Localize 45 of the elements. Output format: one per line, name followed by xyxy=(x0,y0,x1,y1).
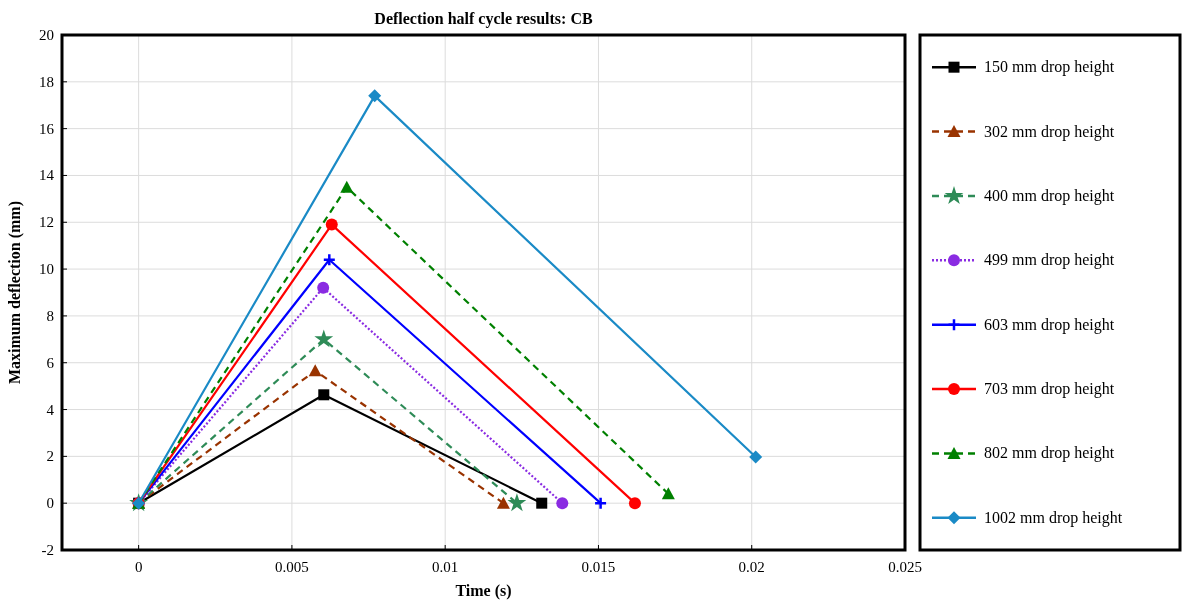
chart-title: Deflection half cycle results: CB xyxy=(374,10,593,28)
y-tick-label: 4 xyxy=(46,401,55,418)
legend-label: 603 mm drop height xyxy=(984,315,1115,334)
y-tick-label: 12 xyxy=(39,214,54,231)
y-tick-label: 20 xyxy=(39,27,54,43)
legend-label: 1002 mm drop height xyxy=(984,508,1123,527)
x-tick-label: 0.015 xyxy=(581,559,616,575)
y-axis-title: Maximum deflection (mm) xyxy=(6,200,24,385)
x-tick-label: 0 xyxy=(134,559,143,575)
legend-label: 302 mm drop height xyxy=(984,122,1115,141)
y-tick-label: 10 xyxy=(39,261,54,278)
y-tick-label: 18 xyxy=(39,73,54,90)
legend-label: 150 mm drop height xyxy=(984,58,1115,77)
point xyxy=(322,252,337,267)
x-tick-label: 0.025 xyxy=(888,559,922,575)
x-tick-label: 0.01 xyxy=(432,559,459,575)
point xyxy=(593,496,608,510)
y-tick-label: 8 xyxy=(46,307,54,324)
x-tick-label: 0.005 xyxy=(275,559,309,575)
point xyxy=(318,389,330,401)
point xyxy=(340,180,354,193)
point xyxy=(556,497,569,510)
point xyxy=(496,496,510,509)
point xyxy=(749,450,763,464)
point xyxy=(628,497,641,510)
point xyxy=(507,493,527,512)
legend-label: 703 mm drop height xyxy=(984,380,1115,399)
x-axis-title: Time (s) xyxy=(455,582,512,600)
y-tick-label: 0 xyxy=(46,495,54,512)
point xyxy=(308,364,322,377)
y-tick-label: 16 xyxy=(39,120,55,137)
point xyxy=(368,89,382,103)
y-tick-label: 2 xyxy=(46,448,54,465)
point xyxy=(317,281,330,294)
point xyxy=(325,218,338,231)
point xyxy=(314,329,334,348)
y-tick-label: -2 xyxy=(41,542,54,558)
y-tick-label: 14 xyxy=(39,167,55,184)
legend-label: 802 mm drop height xyxy=(984,444,1115,463)
point xyxy=(536,497,548,509)
point xyxy=(661,487,675,500)
legend-label: 400 mm drop height xyxy=(984,186,1115,205)
legend-label: 499 mm drop height xyxy=(984,251,1115,270)
x-tick-label: 0.02 xyxy=(738,559,765,575)
y-tick-label: 6 xyxy=(46,354,55,371)
